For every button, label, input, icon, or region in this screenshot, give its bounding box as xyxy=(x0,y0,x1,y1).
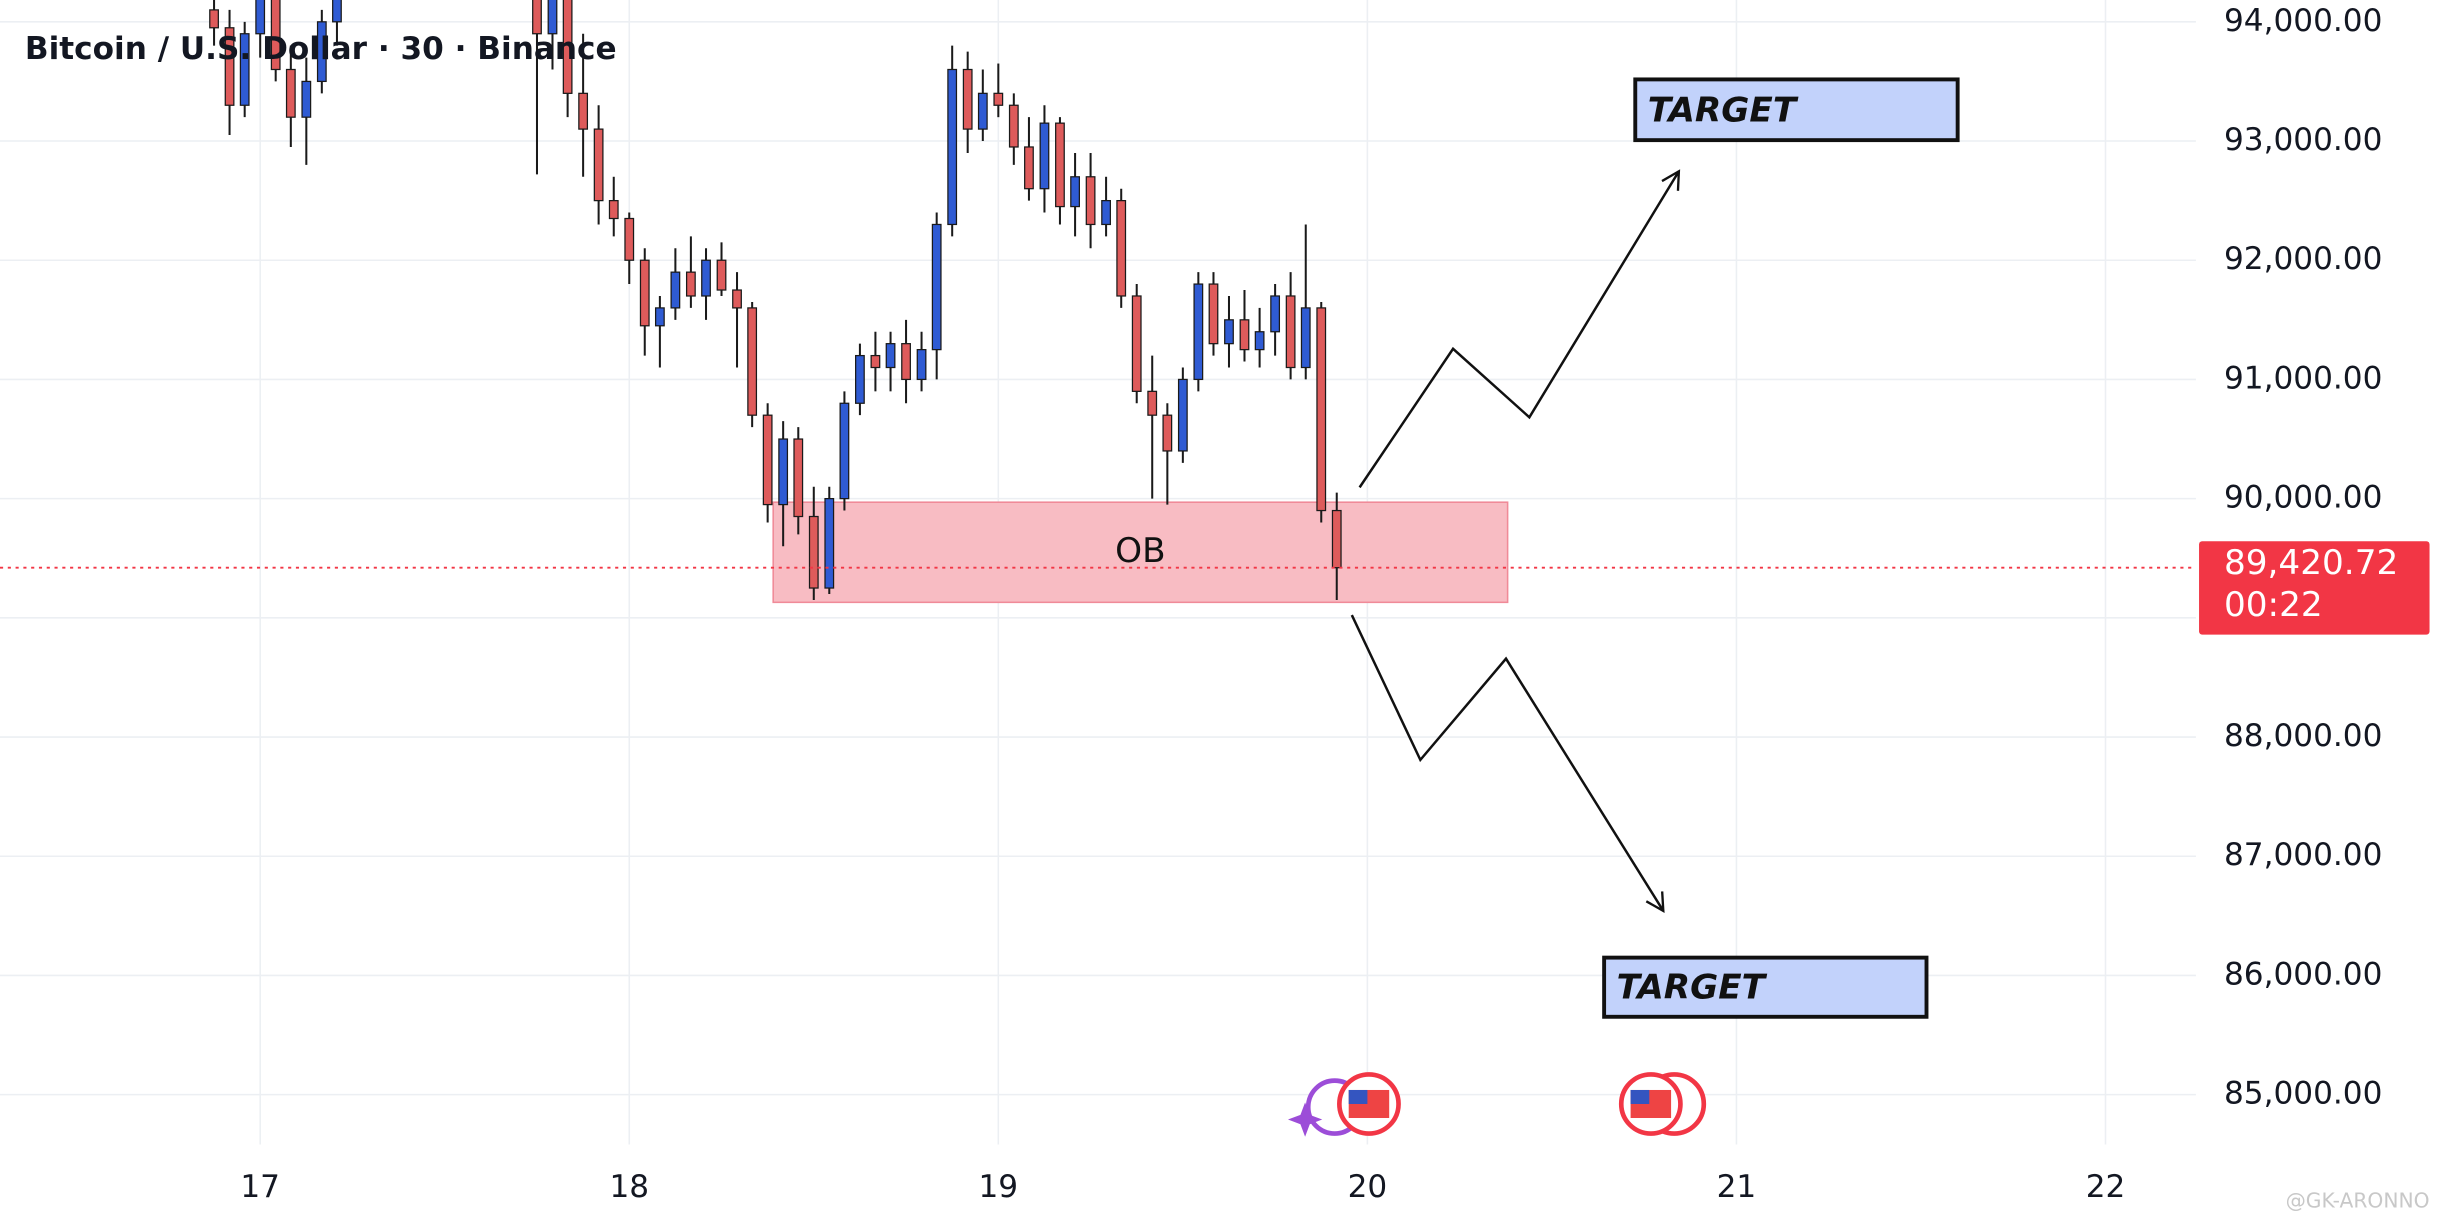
candle-body xyxy=(1208,283,1219,345)
y-tick-label: 91,000.00 xyxy=(2224,360,2382,396)
up-arrow xyxy=(1358,169,1681,489)
candle-body xyxy=(916,349,927,381)
order-block xyxy=(772,501,1509,604)
candle-body xyxy=(1193,283,1204,381)
x-tick-label: 19 xyxy=(979,1169,1019,1205)
y-tick-label: 90,000.00 xyxy=(2224,480,2382,516)
candle-body xyxy=(947,68,958,226)
chart-title: Bitcoin / U.S. Dollar · 30 · Binance xyxy=(25,31,617,67)
candle-body xyxy=(808,515,819,589)
candle-body xyxy=(870,354,881,369)
candle-body xyxy=(855,354,865,404)
y-tick-label: 93,000.00 xyxy=(2224,122,2382,158)
x-tick-label: 17 xyxy=(240,1169,280,1205)
candle-body xyxy=(1008,104,1019,148)
countdown: 00:22 xyxy=(2224,585,2323,625)
candle-body xyxy=(224,27,235,106)
candle-body xyxy=(885,343,896,369)
candle-body xyxy=(1039,122,1050,190)
candle-body xyxy=(593,128,604,202)
x-tick-label: 22 xyxy=(2086,1169,2126,1205)
candle-body xyxy=(1177,378,1188,452)
candle-body xyxy=(993,92,1004,106)
candle-body xyxy=(931,223,942,351)
candle-body xyxy=(1270,295,1281,333)
candles xyxy=(209,0,1342,600)
candle-body xyxy=(793,438,804,518)
x-tick-label: 18 xyxy=(609,1169,649,1205)
candle-body xyxy=(547,0,558,35)
candle-body xyxy=(239,33,250,106)
down-arrow xyxy=(1350,614,1665,913)
price-label-box xyxy=(2199,541,2430,635)
candle-body xyxy=(1024,146,1034,190)
watermark: @GK-ARONNO xyxy=(2286,1189,2430,1213)
candle-body xyxy=(255,0,266,35)
y-tick-label: 88,000.00 xyxy=(2224,718,2382,754)
target-box xyxy=(1602,955,1929,1019)
target-label: TARGET xyxy=(1617,967,1768,1007)
x-tick-label: 21 xyxy=(1717,1169,1757,1205)
x-tick-label: 20 xyxy=(1348,1169,1388,1205)
candle-body xyxy=(532,0,542,35)
candle-body xyxy=(1331,509,1342,569)
candle-body xyxy=(701,259,711,297)
candle-body xyxy=(1285,295,1296,369)
y-tick-label: 94,000.00 xyxy=(2224,3,2382,39)
candle-body xyxy=(270,0,281,71)
y-tick-label: 85,000.00 xyxy=(2224,1076,2382,1112)
candle-body xyxy=(608,199,619,220)
y-tick-label: 86,000.00 xyxy=(2224,956,2382,992)
candle-body xyxy=(977,92,988,130)
candle-body xyxy=(1224,319,1234,345)
candle-body xyxy=(1055,122,1065,208)
y-tick-label: 92,000.00 xyxy=(2224,241,2382,277)
candle-body xyxy=(1300,307,1311,369)
candle-body xyxy=(962,68,973,130)
candle-body xyxy=(624,217,635,261)
candle-body xyxy=(639,259,650,327)
candle-body xyxy=(1147,390,1158,416)
candle-body xyxy=(1070,176,1080,208)
candle-body xyxy=(747,307,758,416)
candle-body xyxy=(1162,414,1173,452)
candle-body xyxy=(778,438,789,506)
candle-body xyxy=(839,402,850,500)
event-icons xyxy=(1287,1072,1707,1137)
candle-body xyxy=(1131,295,1142,392)
candle-body xyxy=(316,21,327,83)
candle-body xyxy=(1316,307,1327,512)
candle-body xyxy=(562,0,573,94)
candle-body xyxy=(685,271,696,297)
zone-label: OB xyxy=(1115,531,1165,571)
candle-body xyxy=(209,9,219,29)
candle-body xyxy=(1254,331,1265,351)
candle-body xyxy=(824,498,835,589)
candle-body xyxy=(1116,199,1127,297)
zone-layer: OB xyxy=(772,501,1509,604)
target-box xyxy=(1633,77,1960,143)
candle-body xyxy=(578,92,589,130)
candle-body xyxy=(285,68,296,118)
candle-body xyxy=(762,414,773,506)
candle-body xyxy=(654,307,665,327)
axes: 85,000.0086,000.0087,000.0088,000.0089,0… xyxy=(0,3,2430,1205)
candle-body xyxy=(901,343,911,381)
y-tick-label: 87,000.00 xyxy=(2224,837,2382,873)
candle-body xyxy=(670,271,681,309)
price-label: 89,420.72 xyxy=(2224,543,2398,583)
candle-body xyxy=(732,289,742,309)
candle-body xyxy=(1239,319,1250,351)
candle-body xyxy=(1101,199,1111,226)
target-label: TARGET xyxy=(1648,91,1799,131)
candle-body xyxy=(716,259,727,291)
candle-body xyxy=(301,80,312,118)
candle-body xyxy=(332,0,342,23)
candle-body xyxy=(1085,176,1096,226)
